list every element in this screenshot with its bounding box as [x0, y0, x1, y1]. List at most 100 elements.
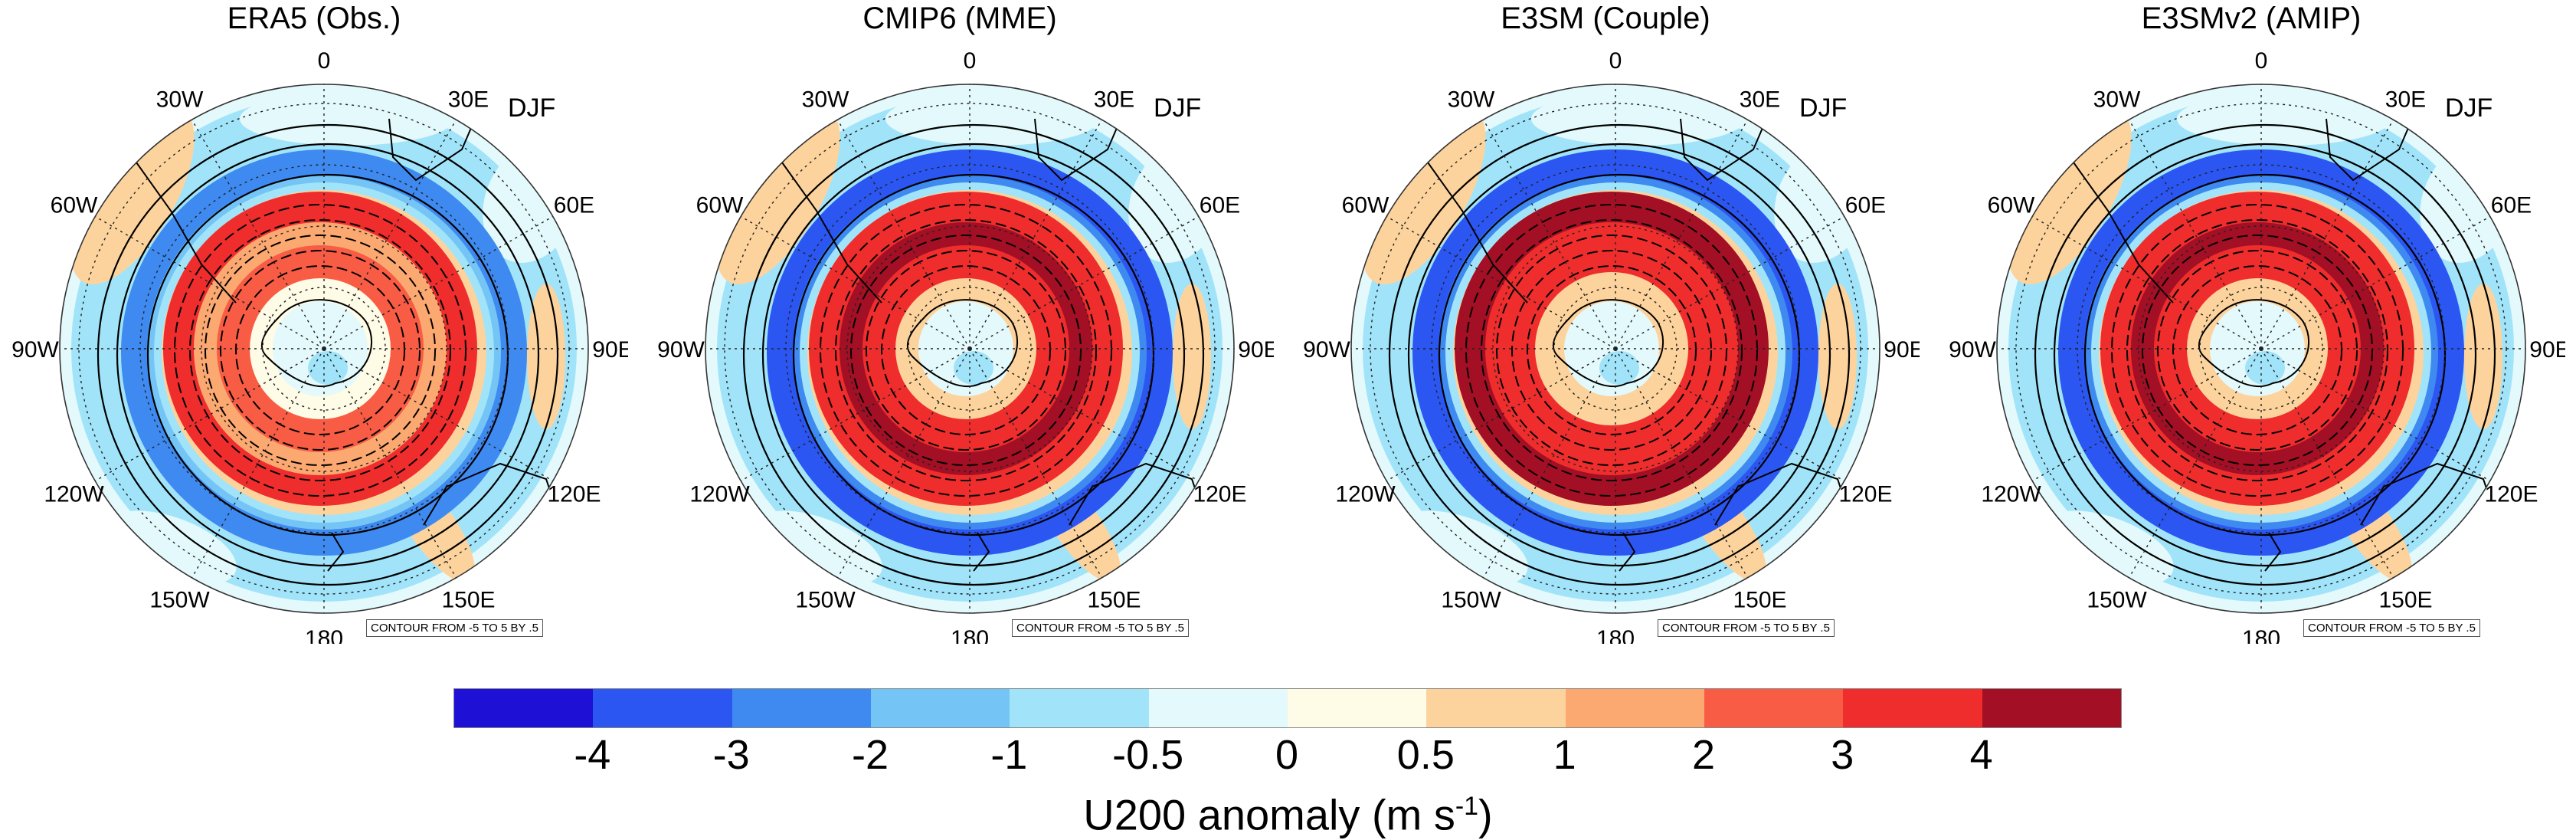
new-zealand-outline — [327, 532, 345, 572]
meridian-line — [1386, 215, 1616, 349]
meridian-line — [969, 348, 1103, 579]
longitude-label: 0 — [2255, 48, 2268, 74]
colorbar-tick-label: 2 — [1691, 732, 1716, 778]
longitude-label: 120E — [547, 482, 601, 507]
meridian-line — [2031, 348, 2262, 482]
colorbar-swatch — [870, 689, 1010, 727]
polar-map: 0 30E 60E 90E 120E 150E 180 150W 120W 90W 60W 30W DJ… — [11, 48, 628, 644]
contour-line-dashed — [205, 235, 436, 466]
contour-line-dashed — [2111, 204, 2404, 497]
africa-outline — [388, 95, 486, 182]
longitude-label: 30E — [1740, 87, 1780, 113]
meridian-line — [191, 348, 325, 579]
longitude-label: 90E — [1884, 337, 1920, 363]
meridian-line — [740, 348, 971, 482]
colorbar-tick-label: -0.5 — [1112, 732, 1184, 778]
longitude-label: 30W — [156, 87, 204, 113]
season-label: DJF — [2445, 94, 2493, 123]
contour-line-dashed — [835, 219, 1097, 481]
meridian-line — [2260, 348, 2491, 482]
longitude-label: 120E — [2484, 482, 2538, 507]
longitude-label: 60W — [696, 193, 744, 218]
longitude-label: 90W — [11, 337, 59, 363]
contour-line — [2034, 123, 2496, 586]
panel-title: E3SMv2 (AMIP) — [2141, 2, 2362, 35]
meridian-line — [323, 119, 457, 349]
longitude-label: 60E — [2491, 193, 2532, 218]
meridian-line — [1386, 348, 1616, 482]
longitude-label: 60E — [554, 193, 594, 218]
new-zealand-outline — [973, 532, 990, 572]
longitude-label: 150W — [149, 587, 210, 612]
colorbar-tick-label: 0 — [1275, 732, 1299, 778]
longitude-label: 180 — [1596, 626, 1635, 644]
contour-line — [761, 143, 1186, 567]
longitude-label: 30W — [1448, 87, 1495, 113]
panel-title: E3SM (Couple) — [1501, 2, 1710, 35]
longitude-label: 0 — [318, 48, 331, 74]
meridian-line — [323, 348, 457, 579]
meridian-line — [323, 348, 554, 482]
contour-line-dashed — [2172, 265, 2342, 435]
longitude-label: 30E — [1094, 87, 1134, 113]
contour-line — [1407, 143, 1831, 567]
contour-line-dashed — [1465, 204, 1758, 497]
panel-title: CMIP6 (MME) — [862, 2, 1057, 35]
meridian-line — [969, 119, 1103, 349]
map-boundary — [1350, 84, 1880, 614]
colorbar-tick-label: 1 — [1553, 732, 1576, 778]
new-zealand-outline — [1619, 532, 1636, 572]
panel-title: ERA5 (Obs.) — [227, 2, 401, 35]
contour-line-dashed — [1527, 265, 1697, 435]
longitude-label: 150E — [2378, 587, 2432, 612]
colorbar-title: U200 anomaly (m s-1) — [0, 782, 2576, 840]
colorbar-tick-label: 4 — [1969, 732, 1993, 778]
map-panel-era5: ERA5 (Obs.) 0 30E 60E 90E 120E 150E 180 150W 120… — [0, 0, 628, 644]
colorbar-title-end: ) — [1478, 790, 1493, 839]
season-label: DJF — [508, 94, 555, 123]
meridian-line — [1615, 119, 1749, 349]
colorbar-tick-label: 3 — [1831, 732, 1854, 778]
contour-line-dashed — [820, 204, 1112, 497]
polar-map: 0 30E 60E 90E 120E 150E 180 150W 120W 90W 60W 30W DJ… — [1303, 48, 1920, 644]
contour-line-dashed — [189, 219, 451, 481]
meridian-line — [2260, 215, 2491, 349]
colorbar-swatch — [454, 689, 594, 727]
antarctica-outline — [1552, 299, 1664, 388]
contour-line-dashed — [1496, 235, 1727, 466]
longitude-label: 60W — [1342, 193, 1389, 218]
meridian-line — [1482, 119, 1616, 349]
meridian-line — [2260, 119, 2394, 349]
antarctica-outline — [906, 299, 1019, 388]
longitude-label: 150E — [441, 587, 495, 612]
contour-note: CONTOUR FROM -5 TO 5 BY .5 — [2303, 619, 2480, 637]
longitude-label: 30W — [802, 87, 849, 113]
weak-anomaly-patch — [885, 92, 1100, 146]
map-boundary — [59, 84, 589, 614]
longitude-label: 150E — [1733, 587, 1786, 612]
contour-line-dashed — [866, 250, 1066, 451]
antarctica-outline — [2198, 299, 2310, 388]
contour-line — [2053, 143, 2477, 567]
weak-anomaly-patch — [751, 510, 882, 586]
positive-ring-core — [2100, 192, 2414, 506]
meridian-line — [969, 215, 1200, 349]
africa-outline — [1034, 95, 1131, 182]
colorbar-title-unit-exponent: -1 — [1455, 792, 1479, 821]
contour-note: CONTOUR FROM -5 TO 5 BY .5 — [366, 619, 543, 637]
longitude-label: 30E — [448, 87, 489, 113]
longitude-label: 150E — [1087, 587, 1141, 612]
colorbar-tick-label: -3 — [712, 732, 750, 778]
longitude-label: 60E — [1200, 193, 1240, 218]
meridian-line — [1615, 348, 1845, 482]
colorbar-swatch — [1565, 689, 1704, 727]
map-boundary — [1996, 84, 2526, 614]
map-panel-cmip6: CMIP6 (MME) 0 30E 60E 90E 120E 150E 180 150W 120… — [646, 0, 1274, 644]
map-field — [60, 84, 588, 613]
colorbar-swatch — [1843, 689, 1982, 727]
longitude-label: 30W — [2093, 87, 2141, 113]
longitude-label: 90W — [1303, 337, 1350, 363]
longitude-label: 150W — [2087, 587, 2147, 612]
longitude-label: 180 — [2242, 626, 2280, 644]
africa-outline — [1680, 95, 1777, 182]
